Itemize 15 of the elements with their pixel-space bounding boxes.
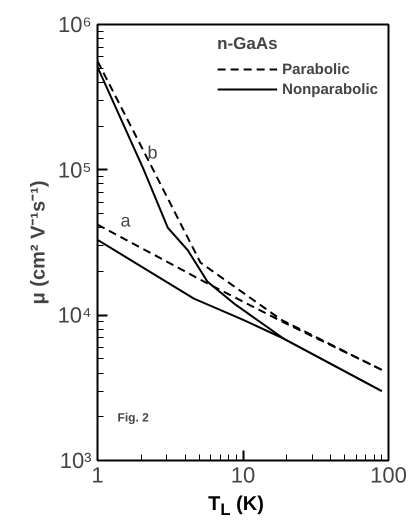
y-tick-label: 10⁵ [58,157,92,182]
x-tick-label: 100 [370,462,407,488]
annotation: b [148,142,158,162]
legend-title: n-GaAs [217,34,279,54]
annotation: a [120,210,132,230]
legend-label: Parabolic [282,60,350,78]
x-tick-label: 10 [230,462,256,488]
y-axis-title: μ (cm² V⁻¹s⁻¹) [28,180,50,305]
x-axis-title: T$_{L}$ (K) [208,492,264,521]
x-tick-label: 1 [91,462,104,488]
legend-label: Nonparabolic [282,80,378,98]
y-tick-label: 10⁶ [58,12,92,37]
y-tick-label: 10⁴ [58,302,92,328]
y-tick-label: 10³ [60,448,92,473]
annotation: Fig. 2 [118,410,150,424]
